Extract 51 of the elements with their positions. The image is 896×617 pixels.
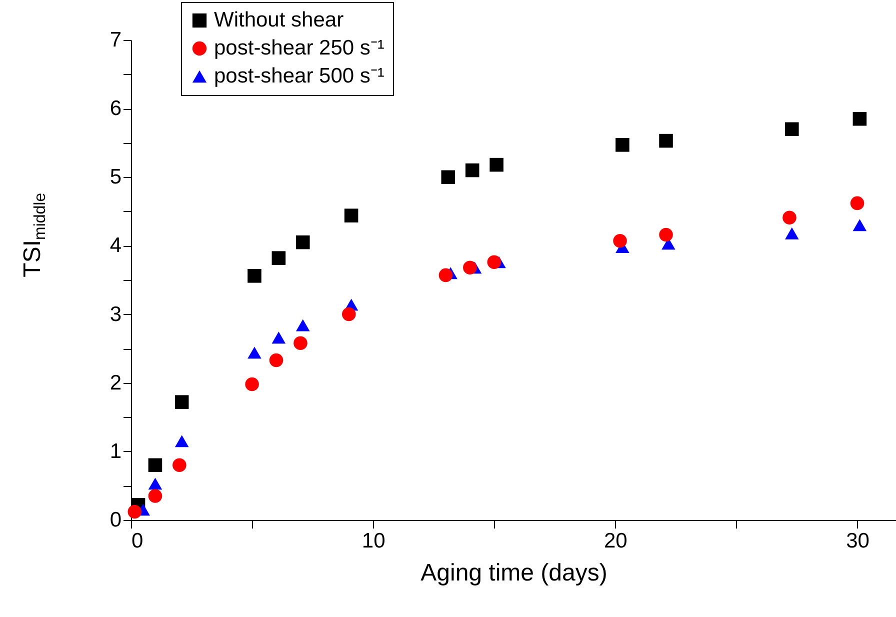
y-axis-title: TSImiddle — [19, 192, 49, 278]
point — [616, 138, 630, 152]
point — [852, 112, 867, 126]
legend-label: post-shear 500 s⁻¹ — [214, 64, 384, 88]
y-tick-label: 2 — [110, 371, 122, 394]
point — [148, 489, 162, 503]
point — [342, 307, 356, 322]
point — [785, 227, 799, 240]
x-tick-label: 30 — [846, 530, 870, 552]
x-axis-title: Aging time (days) — [420, 560, 608, 586]
point — [269, 353, 284, 368]
y-tick-label: 0 — [110, 508, 122, 532]
point — [441, 170, 456, 184]
x-tick-label: 10 — [362, 530, 386, 552]
legend-label: post-shear 250 s⁻¹ — [214, 36, 384, 60]
point — [852, 219, 867, 232]
y-tick-label: 1 — [110, 440, 122, 463]
point — [465, 163, 480, 178]
y-tick-label: 5 — [110, 166, 122, 189]
point — [487, 255, 502, 270]
point — [296, 235, 310, 250]
point — [659, 134, 673, 148]
point — [272, 332, 286, 344]
point — [128, 504, 142, 519]
point — [148, 478, 162, 490]
point — [272, 251, 286, 265]
y-tick-label: 4 — [110, 234, 122, 258]
point — [174, 395, 189, 409]
point — [490, 158, 504, 172]
point — [438, 268, 453, 282]
point — [785, 122, 799, 136]
x-tick-label: 0 — [132, 530, 144, 552]
x-tick-label: 20 — [604, 530, 628, 552]
y-tick-label: 7 — [110, 28, 122, 52]
point — [174, 435, 189, 448]
point — [248, 346, 262, 359]
point — [850, 196, 864, 210]
point — [344, 208, 358, 222]
y-tick-label: 3 — [110, 302, 122, 326]
point — [296, 319, 310, 332]
point — [248, 268, 262, 283]
point — [172, 458, 186, 472]
y-tick-label: 6 — [110, 97, 122, 120]
point — [294, 336, 308, 350]
point — [148, 458, 162, 472]
point — [463, 260, 477, 275]
legend-label: Without shear — [214, 8, 344, 32]
point — [782, 210, 796, 224]
point — [659, 228, 673, 242]
point — [613, 234, 627, 248]
point — [245, 377, 259, 392]
